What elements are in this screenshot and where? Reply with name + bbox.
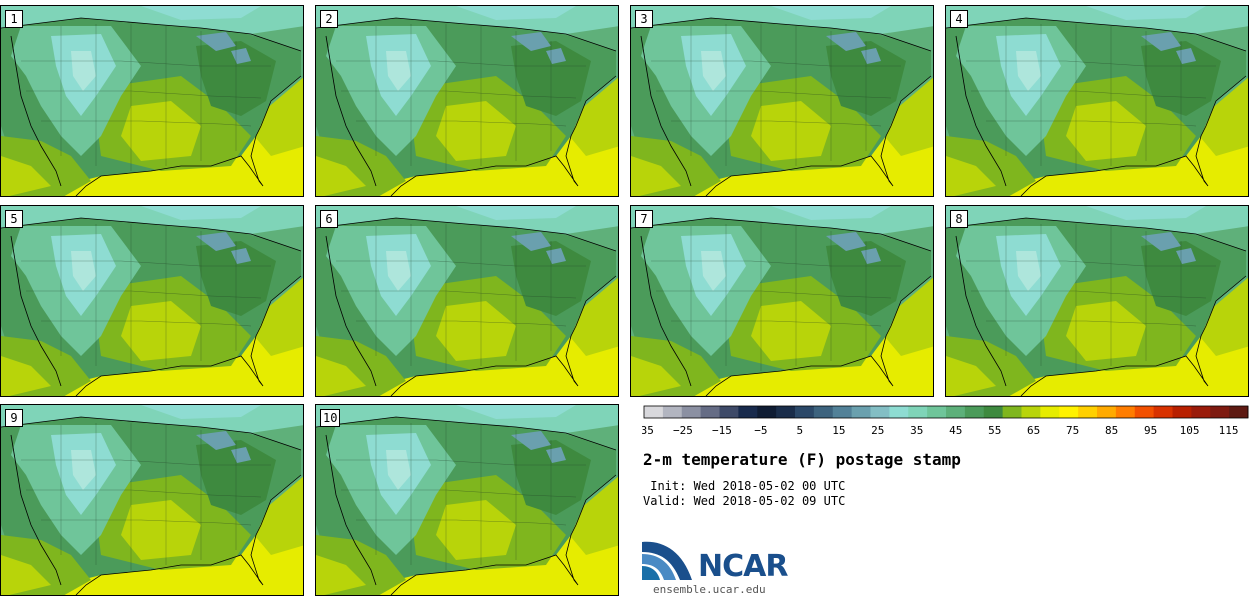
colorbar-swatch	[1021, 406, 1041, 418]
stamp-panel-6[interactable]: 6	[315, 205, 619, 397]
ensemble-url-link[interactable]: ensemble.ucar.edu	[653, 583, 766, 596]
stamp-panel-5[interactable]: 5	[0, 205, 304, 397]
colorbar-swatch	[1172, 406, 1192, 418]
ncar-wordmark: NCAR	[698, 549, 788, 584]
colorbar-swatch	[1153, 406, 1173, 418]
stamp-panel-4[interactable]: 4	[945, 5, 1249, 197]
colorbar-tick-label: 65	[1027, 424, 1040, 437]
colorbar-tick-label: −25	[673, 424, 693, 437]
colorbar-tick-label: 115	[1219, 424, 1239, 437]
colorbar-swatch	[776, 406, 796, 418]
colorbar-tick-label: 5	[797, 424, 804, 437]
temperature-map	[946, 206, 1249, 397]
colorbar-tick-label: 35	[910, 424, 923, 437]
colorbar-tick-label: 55	[988, 424, 1001, 437]
stamp-panel-10[interactable]: 10	[315, 404, 619, 596]
colorbar-swatch	[889, 406, 909, 418]
colorbar-swatch	[719, 406, 739, 418]
stamp-panel-8[interactable]: 8	[945, 205, 1249, 397]
stamp-panel-7[interactable]: 7	[630, 205, 934, 397]
colorbar-swatch	[1002, 406, 1022, 418]
temperature-map	[316, 405, 619, 596]
colorbar-swatch	[644, 406, 664, 418]
colorbar-frame	[643, 405, 1249, 419]
colorbar-tick-label: 75	[1066, 424, 1079, 437]
colorbar-swatch	[813, 406, 834, 418]
colorbar-swatch	[1059, 406, 1079, 418]
colorbar-tick-label: 95	[1144, 424, 1157, 437]
colorbar-swatch	[927, 406, 947, 418]
temperature-colorbar: −35 −25 −15 −5 5 15 25 35 45 55 65 75 85 95 105 115	[642, 405, 1249, 437]
colorbar-tick-label: −5	[754, 424, 767, 437]
valid-time: Valid: Wed 2018-05-02 09 UTC	[643, 494, 846, 508]
colorbar-tick-label: 105	[1180, 424, 1200, 437]
colorbar-swatch	[983, 406, 1004, 418]
stamp-panel-3[interactable]: 3	[630, 5, 934, 197]
temperature-map	[631, 206, 934, 397]
colorbar-swatch	[1134, 406, 1155, 418]
colorbar-tick-label: 45	[949, 424, 962, 437]
member-label: 7	[635, 210, 653, 228]
temperature-map	[631, 6, 934, 197]
member-label: 9	[5, 409, 23, 427]
colorbar-swatch	[946, 406, 966, 418]
member-label: 8	[950, 210, 968, 228]
temperature-map	[316, 206, 619, 397]
member-label: 3	[635, 10, 653, 28]
map-title: 2-m temperature (F) postage stamp	[643, 450, 961, 469]
colorbar-swatch	[851, 406, 871, 418]
init-time: Init: Wed 2018-05-02 00 UTC	[643, 479, 846, 493]
colorbar-swatch	[681, 406, 702, 418]
colorbar-swatch	[1097, 406, 1117, 418]
temperature-map	[1, 206, 304, 397]
colorbar-swatch	[1040, 406, 1060, 418]
member-label: 1	[5, 10, 23, 28]
colorbar-swatch	[1115, 406, 1136, 418]
colorbar-tick-label: 85	[1105, 424, 1118, 437]
colorbar-swatch	[757, 406, 777, 418]
colorbar-swatch	[964, 406, 985, 418]
stamp-panel-2[interactable]: 2	[315, 5, 619, 197]
stamp-panel-1[interactable]: 1	[0, 5, 304, 197]
colorbar-swatch	[662, 406, 683, 418]
colorbar-swatch	[832, 406, 853, 418]
colorbar-swatch	[795, 406, 815, 418]
member-label: 2	[320, 10, 338, 28]
colorbar-tick-label: −35	[642, 424, 654, 437]
ncar-logo-icon	[642, 541, 692, 580]
colorbar-swatch	[870, 406, 890, 418]
temperature-map	[1, 405, 304, 596]
colorbar-swatch	[1191, 406, 1211, 418]
member-label: 4	[950, 10, 968, 28]
temperature-map	[316, 6, 619, 197]
member-label: 10	[320, 409, 341, 427]
stamp-panel-9[interactable]: 9	[0, 404, 304, 596]
colorbar-swatch	[700, 406, 720, 418]
temperature-map	[946, 6, 1249, 197]
colorbar-tick-label: 25	[871, 424, 884, 437]
member-label: 5	[5, 210, 23, 228]
colorbar-swatch	[1078, 406, 1098, 418]
colorbar-tick-label: 15	[832, 424, 845, 437]
colorbar-swatch	[738, 406, 758, 418]
colorbar-swatch	[1210, 406, 1230, 418]
temperature-map	[1, 6, 304, 197]
colorbar-tick-label: −15	[712, 424, 732, 437]
member-label: 6	[320, 210, 338, 228]
colorbar-swatch	[908, 406, 928, 418]
colorbar-swatch	[1229, 406, 1249, 418]
